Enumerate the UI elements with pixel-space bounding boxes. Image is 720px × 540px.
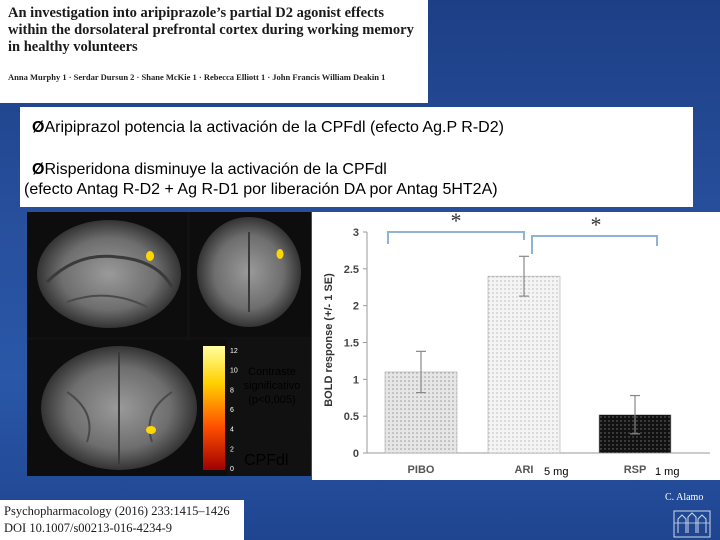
activation-spot [146, 426, 156, 434]
colorbar-tick-label: 0 [230, 466, 234, 473]
brain-scans: 12 10 8 6 4 2 0 [27, 212, 311, 476]
significance-marker: * [451, 212, 462, 233]
bullet-risperidona: ØRisperidona disminuye la activación de … [32, 160, 387, 180]
bullet-continuation: (efecto Antag R-D2 + Ag R-D1 por liberac… [24, 180, 498, 200]
colorbar-tick-label: 12 [230, 348, 238, 355]
y-tick-label: 0 [353, 448, 359, 460]
paper-title: An investigation into aripiprazole’s par… [8, 5, 414, 55]
category-label: ARI [515, 464, 534, 476]
region-label: CPFdl [244, 452, 289, 469]
citation-journal: Psychopharmacology (2016) 233:1415–1426 [4, 504, 230, 518]
y-tick-label: 2 [353, 301, 359, 313]
bullet-text: Risperidona disminuye la activación de l… [44, 161, 387, 178]
paper-authors: Anna Murphy 1 · Serdar Dursun 2 · Shane … [8, 72, 386, 82]
bold-response-chart: BOLD response (+/- 1 SE) 0 0.5 1 1.5 2 2.5 3 PI… [312, 208, 720, 480]
y-tick-label: 1.5 [344, 338, 359, 350]
brain-images-panel: 12 10 8 6 4 2 0 [27, 212, 311, 476]
bullet-text: (efecto Antag R-D2 + Ag R-D1 por liberac… [24, 181, 498, 198]
paper-header: An investigation into aripiprazole’s par… [0, 0, 428, 103]
bullet-arrow-icon: Ø [32, 119, 45, 136]
contrast-line: significativo [243, 380, 301, 392]
bullet-aripiprazol: ØAripiprazol potencia la activación de l… [32, 118, 504, 138]
significance-bracket [387, 231, 525, 244]
citation-box: Psychopharmacology (2016) 233:1415–1426 … [0, 500, 244, 540]
contrast-line: Contraste [248, 366, 296, 378]
university-crest-icon [673, 510, 711, 538]
sagittal-brain [37, 220, 181, 328]
bullet-text: Aripiprazol potencia la activación de la… [44, 119, 504, 136]
bullet-box: ØAripiprazol potencia la activación de l… [20, 107, 693, 207]
colorbar-tick-label: 2 [230, 446, 234, 453]
y-tick-label: 1 [353, 374, 359, 386]
contrast-label: Contraste significativo (p<0,005) [232, 365, 312, 407]
significance-bracket [531, 235, 658, 254]
contrast-line: (p<0,005) [248, 394, 296, 406]
colorbar [203, 346, 225, 470]
bullet-arrow-icon: Ø [32, 161, 45, 178]
y-axis-label: BOLD response (+/- 1 SE) [323, 273, 335, 407]
category-label: PIBO [408, 464, 435, 476]
activation-spot [276, 249, 284, 259]
significance-marker: * [591, 212, 602, 237]
citation-doi: DOI 10.1007/s00213-016-4234-9 [4, 521, 173, 535]
dose-label: 5 mg [544, 466, 568, 478]
author-signature: C. Alamo [665, 492, 704, 503]
y-tick-label: 2.5 [344, 264, 359, 276]
colorbar-tick-label: 8 [230, 387, 234, 394]
y-tick-label: 3 [353, 227, 359, 239]
dose-label: 1 mg [655, 466, 679, 478]
activation-spot [146, 251, 154, 261]
colorbar-tick-label: 6 [230, 407, 234, 414]
bar-chart: BOLD response (+/- 1 SE) 0 0.5 1 1.5 2 2.5 3 PI… [323, 208, 710, 478]
bar-ari [487, 275, 561, 454]
y-tick-label: 0.5 [344, 411, 359, 423]
colorbar-tick-label: 4 [230, 427, 234, 434]
category-label: RSP [624, 464, 647, 476]
colorbar-tick-label: 10 [230, 368, 238, 375]
